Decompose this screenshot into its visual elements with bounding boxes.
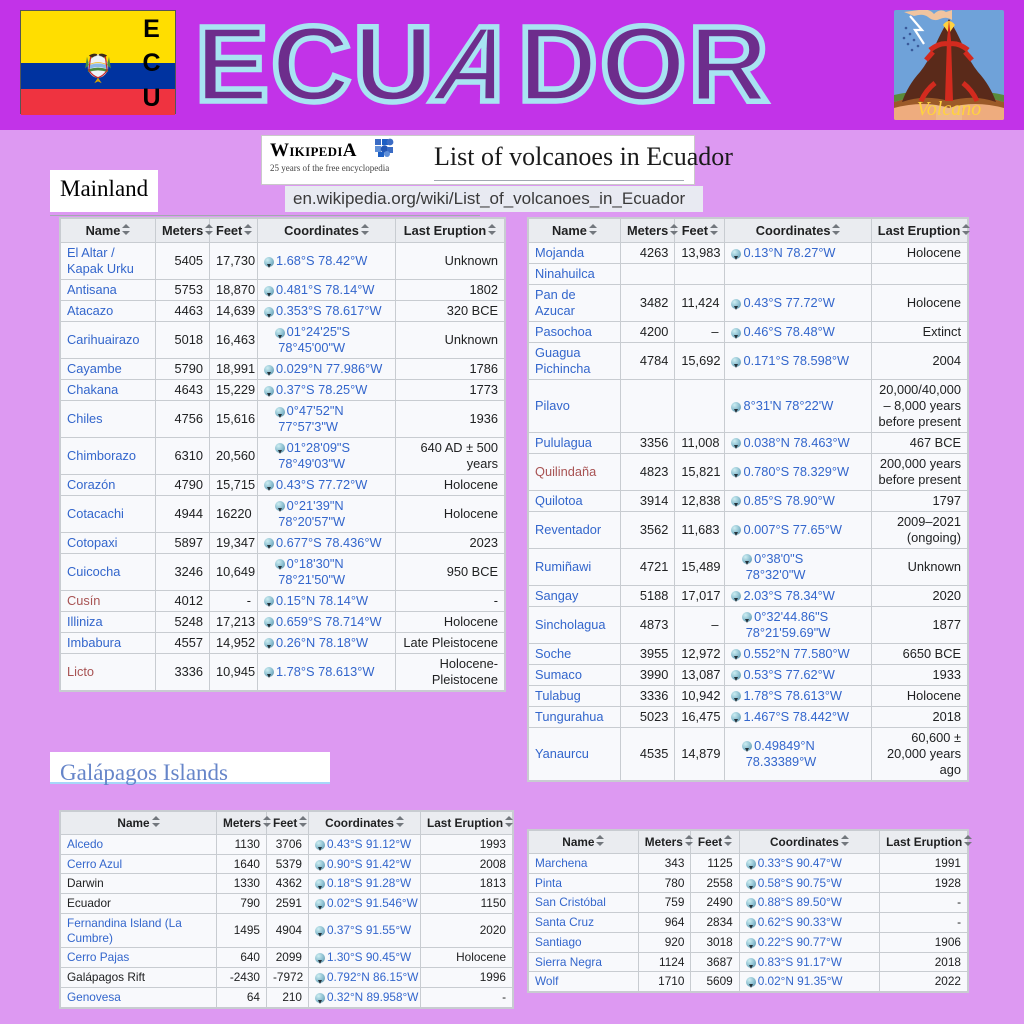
svg-text:Volcano: Volcano [917, 98, 981, 120]
